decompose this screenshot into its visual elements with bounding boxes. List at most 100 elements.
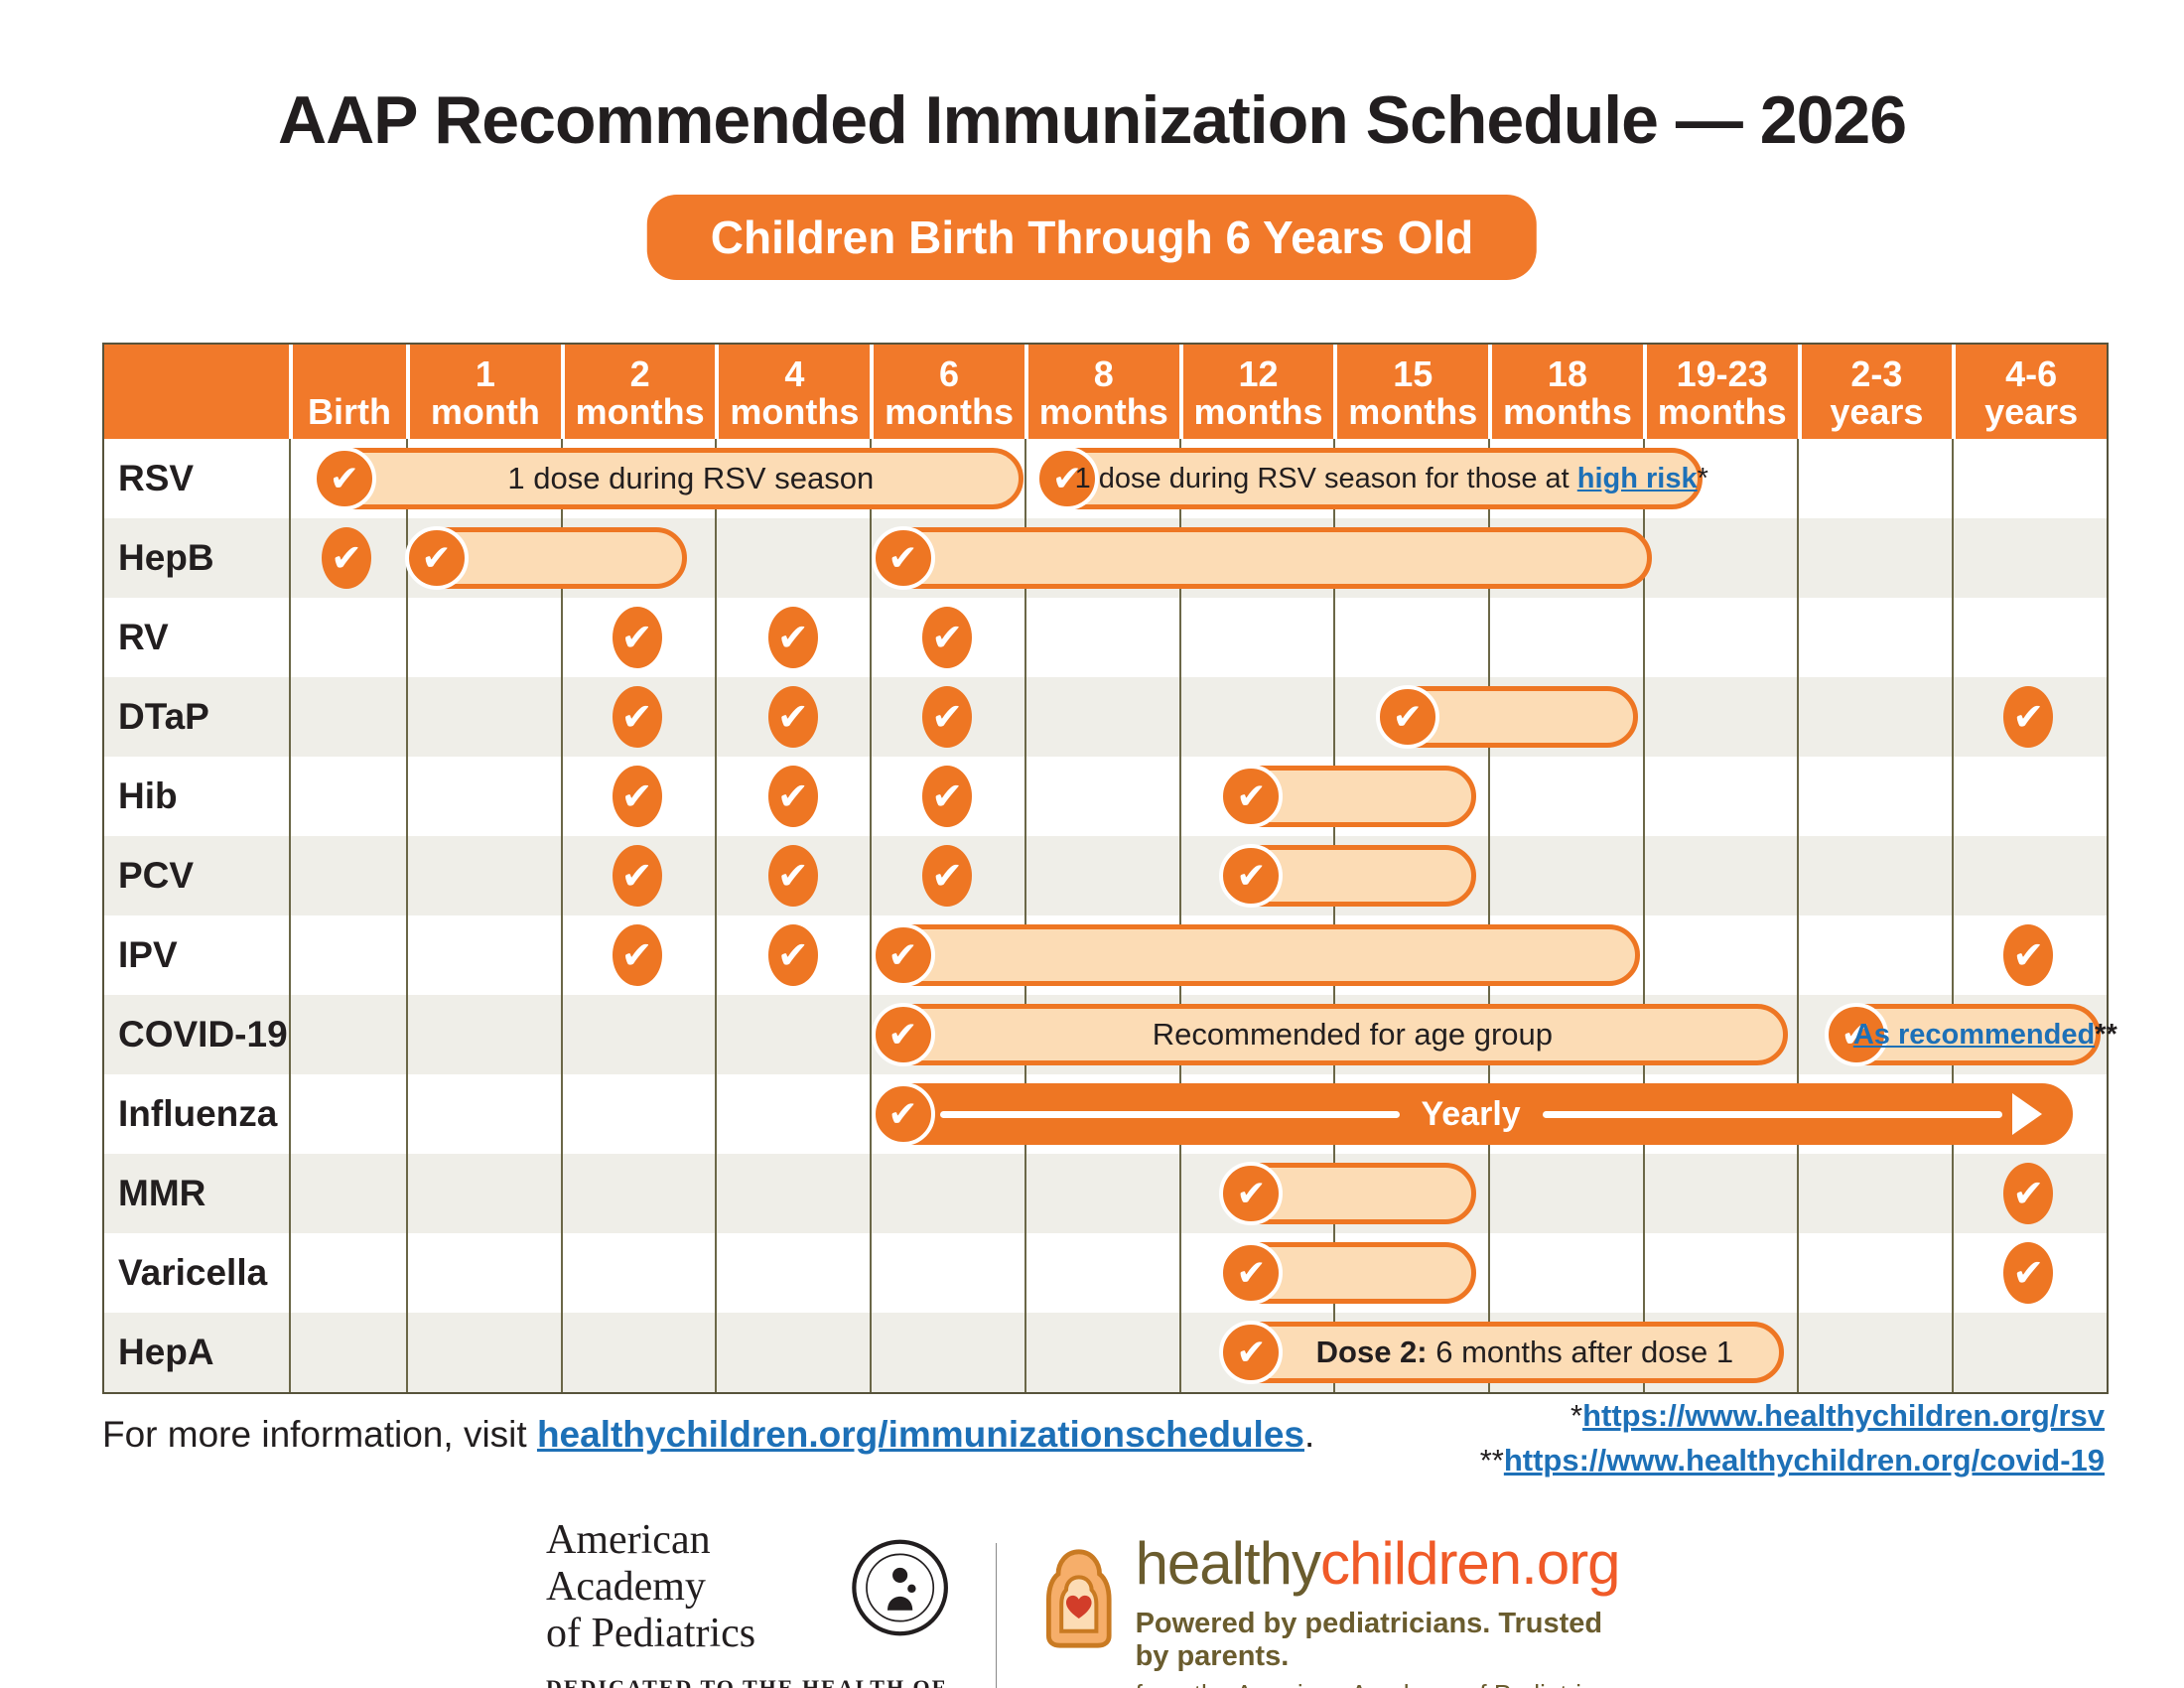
dose-bar: ✔: [1375, 685, 1638, 749]
vaccine-row-dtap: DTaP ✔ ✔ ✔ ✔ ✔: [104, 677, 2107, 757]
vaccine-name: RSV: [118, 458, 195, 498]
vaccine-name: DTaP: [118, 696, 209, 737]
dose-bar: ✔: [1219, 765, 1476, 828]
dose-bar: ✔ 1 dose during RSV season: [312, 447, 1024, 510]
check-icon: ✔: [871, 1082, 935, 1146]
dose-check: ✔: [922, 766, 973, 827]
vaccine-row-varicella: Varicella ✔ ✔: [104, 1233, 2107, 1313]
vaccine-name: MMR: [118, 1173, 206, 1213]
high-risk-link[interactable]: high risk: [1576, 462, 1698, 494]
vaccine-row-covid19: COVID-19 ✔ Recommended for age group ✔ A…: [104, 995, 2117, 1074]
arrow-head-icon: [2011, 1093, 2042, 1135]
column-header-8-months: 8 months: [1024, 345, 1179, 439]
dose-check: ✔: [767, 924, 818, 986]
column-header-4-months: 4 months: [715, 345, 870, 439]
dose-bar: ✔ Dose 2: 6 months after dose 1: [1219, 1321, 1785, 1384]
vaccine-row-rsv: RSV ✔ 1 dose during RSV season ✔ 1 dose …: [104, 439, 2107, 518]
check-icon: ✔: [404, 526, 469, 590]
dose-bar: ✔: [1219, 844, 1476, 908]
bar-label: 1 dose during RSV season for those at hi…: [1074, 462, 1708, 494]
check-icon: ✔: [1034, 447, 1099, 510]
covid-footnote-link[interactable]: https://www.healthychildren.org/covid-19: [1503, 1442, 2105, 1477]
dose-check: ✔: [612, 766, 662, 827]
arrow-line: [1542, 1110, 2002, 1118]
check-icon: ✔: [1375, 685, 1439, 749]
dose-check: ✔: [922, 607, 973, 668]
table-header-row: Birth 1 month 2 months 4 months 6 months…: [104, 345, 2107, 439]
check-icon: ✔: [620, 854, 653, 898]
dose-bar: ✔ 1 dose during RSV season for those at …: [1034, 447, 1708, 510]
check-icon: ✔: [1219, 1162, 1284, 1225]
column-header-4-6-years: 4-6 years: [1952, 345, 2107, 439]
vaccine-name: RV: [118, 617, 169, 657]
immunization-schedules-link[interactable]: healthychildren.org/immunizationschedule…: [536, 1414, 1304, 1455]
vaccine-row-pcv: PCV ✔ ✔ ✔ ✔: [104, 836, 2107, 915]
dose-bar-yearly: ✔ Yearly: [871, 1082, 2073, 1146]
dose-bar: ✔: [871, 923, 1641, 987]
check-icon: ✔: [776, 774, 809, 818]
aap-seal-icon: [852, 1539, 949, 1635]
check-icon: ✔: [931, 695, 964, 739]
dose-check: ✔: [612, 686, 662, 748]
column-header-2-months: 2 months: [560, 345, 716, 439]
footnote-rsv: *https://www.healthychildren.org/rsv: [1570, 1398, 2105, 1433]
schedule-table: Birth 1 month 2 months 4 months 6 months…: [102, 343, 2117, 1394]
dose-check: ✔: [767, 766, 818, 827]
vaccine-name: COVID-19: [118, 1014, 288, 1055]
check-icon: ✔: [1219, 1321, 1284, 1384]
bar-label: 1 dose during RSV season: [507, 461, 875, 495]
check-icon: ✔: [1824, 1003, 1888, 1066]
check-icon: ✔: [931, 616, 964, 659]
check-icon: ✔: [620, 933, 653, 977]
arrow-line: [939, 1110, 1400, 1118]
bar-label: Dose 2: 6 months after dose 1: [1315, 1335, 1734, 1369]
dose-check: ✔: [612, 845, 662, 907]
check-icon: ✔: [312, 447, 376, 510]
column-header-18-months: 18 months: [1488, 345, 1643, 439]
vaccine-name: PCV: [118, 855, 195, 896]
dose-bar: ✔: [871, 526, 1653, 590]
dose-check: ✔: [2003, 686, 2054, 748]
check-icon: ✔: [331, 536, 362, 580]
check-icon: ✔: [2012, 1172, 2045, 1215]
dose-check: ✔: [2003, 924, 2054, 986]
check-icon: ✔: [776, 933, 809, 977]
aap-tagline: DEDICATED TO THE HEALTH OF ALL CHILDREN®: [546, 1675, 947, 1688]
column-header-2-3-years: 2-3 years: [1797, 345, 1953, 439]
dose-bar: ✔: [1219, 1241, 1476, 1305]
dose-check: ✔: [2003, 1163, 2054, 1224]
vaccine-name: IPV: [118, 934, 178, 975]
dose-check: ✔: [322, 527, 372, 589]
as-recommended-link[interactable]: As recommended: [1852, 1018, 2096, 1051]
check-icon: ✔: [1219, 1241, 1284, 1305]
vaccine-row-hepa: HepA ✔ Dose 2: 6 months after dose 1: [104, 1313, 2107, 1392]
check-icon: ✔: [776, 695, 809, 739]
vaccine-row-hib: Hib ✔ ✔ ✔ ✔: [104, 757, 2107, 836]
check-icon: ✔: [931, 854, 964, 898]
vaccine-name: Influenza: [118, 1093, 278, 1134]
dose-check: ✔: [612, 607, 662, 668]
check-icon: ✔: [776, 854, 809, 898]
check-icon: ✔: [776, 616, 809, 659]
healthychildren-tagline: Powered by pediatricians. Trusted by par…: [1135, 1608, 1603, 1673]
column-header-empty: [104, 345, 289, 439]
dose-check: ✔: [922, 686, 973, 748]
bar-label: Recommended for age group: [1152, 1017, 1554, 1052]
dose-check: ✔: [767, 607, 818, 668]
column-header-birth: Birth: [289, 345, 406, 439]
check-icon: ✔: [2012, 695, 2045, 739]
check-icon: ✔: [2012, 933, 2045, 977]
aap-logo-text: American Academy of Pediatrics: [546, 1517, 756, 1657]
column-header-6-months: 6 months: [870, 345, 1024, 439]
bar-label: Yearly: [1421, 1094, 1521, 1133]
footnote-covid: **https://www.healthychildren.org/covid-…: [1479, 1442, 2105, 1477]
vaccine-row-mmr: MMR ✔ ✔: [104, 1154, 2107, 1233]
check-icon: ✔: [620, 774, 653, 818]
vaccine-row-influenza: Influenza ✔ Yearly: [104, 1074, 2107, 1154]
rsv-footnote-link[interactable]: https://www.healthychildren.org/rsv: [1582, 1398, 2105, 1433]
vaccine-name: HepA: [118, 1332, 214, 1372]
logo-divider: [995, 1542, 997, 1688]
dose-check: ✔: [922, 845, 973, 907]
check-icon: ✔: [2012, 1251, 2045, 1295]
